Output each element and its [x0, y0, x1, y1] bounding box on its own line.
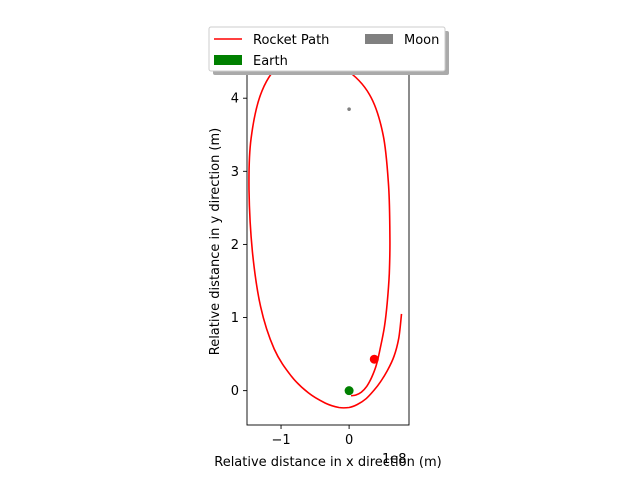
legend: Rocket Path Moon Earth: [208, 26, 449, 75]
ticks: −1 0 0 1 2 3 4: [231, 92, 354, 448]
x-tick-label: −1: [271, 433, 290, 448]
x-axis-label: Relative distance in x direction (m): [214, 455, 442, 470]
y-tick-label: 0: [231, 384, 239, 399]
y-tick-label: 4: [231, 92, 239, 107]
legend-label-earth: Earth: [253, 54, 288, 69]
x-tick-label: 0: [345, 433, 353, 448]
legend-swatch-earth: [214, 55, 242, 65]
y-tick-label: 2: [231, 238, 239, 253]
y-tick-label: 1: [231, 311, 239, 326]
moon-marker: [347, 107, 351, 111]
rocket-marker: [369, 354, 379, 364]
axes-frame: [246, 57, 410, 426]
legend-label-moon: Moon: [404, 33, 439, 48]
y-axis-label: Relative distance in y direction (m): [208, 128, 223, 356]
legend-swatch-moon: [365, 34, 393, 44]
x-axis-offset-label: 1e8: [382, 452, 407, 467]
earth-marker: [344, 386, 354, 396]
rocket-path-line: [248, 56, 403, 409]
legend-label-rocket-path: Rocket Path: [253, 33, 329, 48]
markers: [344, 107, 379, 396]
y-tick-label: 3: [231, 165, 239, 180]
plot-area: [248, 56, 403, 409]
